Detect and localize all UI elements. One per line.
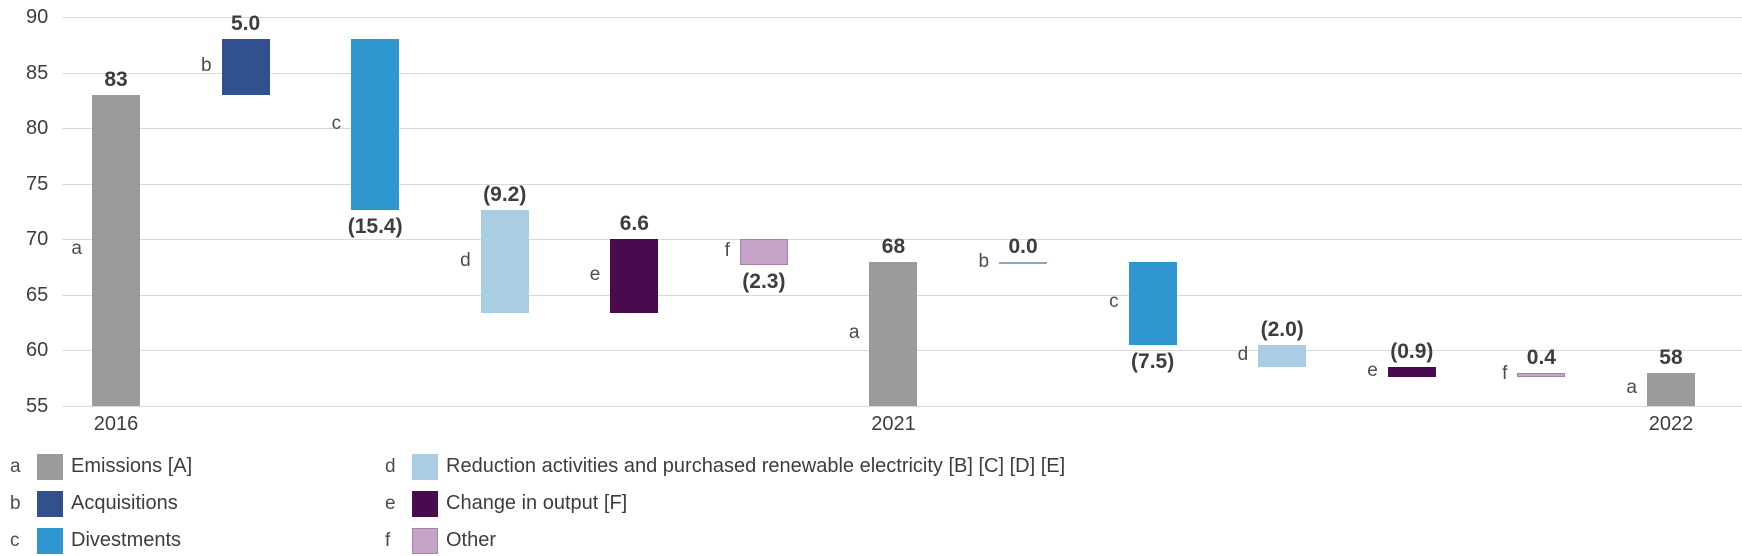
legend-key-letter: e (385, 492, 396, 514)
bar-key-letter: c (1109, 291, 1119, 313)
waterfall-bar-f-12 (1517, 372, 1566, 378)
legend-item-f: f Other (385, 522, 1065, 556)
bar-key-letter: b (978, 250, 990, 272)
waterfall-bar-d-10 (1258, 344, 1307, 368)
legend-swatch-c (37, 527, 63, 554)
gridline-80 (62, 128, 1742, 130)
gridline-85 (62, 72, 1742, 74)
bar-key-letter: a (848, 321, 860, 343)
legend-swatch-d (412, 453, 438, 480)
bar-key-letter: c (331, 112, 342, 134)
bar-value-label: (9.2) (483, 183, 527, 207)
legend-swatch-f (412, 527, 438, 554)
bar-key-letter: d (1237, 343, 1249, 365)
waterfall-bar-b-8 (999, 261, 1048, 264)
bar-value-label: (2.0) (1260, 317, 1304, 341)
legend-item-a: a Emissions [A] (10, 448, 192, 485)
legend-label: Divestments (71, 529, 182, 551)
legend-column-2: d Reduction activities and purchased rene… (385, 448, 1065, 556)
legend-label: Change in output [F] (446, 492, 628, 514)
bar-value-label: 0.4 (1526, 345, 1556, 369)
bar-key-letter: d (460, 249, 471, 271)
legend-label: Acquisitions (71, 492, 178, 514)
legend-swatch-a (37, 453, 63, 480)
bar-key-letter: a (71, 238, 82, 260)
bar-value-label: 83 (104, 67, 128, 91)
legend-key-letter: b (10, 492, 21, 514)
gridline-75 (62, 183, 1742, 185)
waterfall-bar-f-6 (739, 239, 788, 265)
waterfall-bar-b-2 (221, 39, 270, 95)
legend-key-letter: d (385, 455, 396, 477)
legend-item-b: b Acquisitions (10, 485, 192, 522)
bar-value-label: 58 (1659, 345, 1683, 369)
waterfall-bar-e-5 (610, 239, 659, 313)
legend-item-d: d Reduction activities and purchased rene… (385, 448, 1065, 485)
bar-value-label: (7.5) (1131, 349, 1175, 373)
y-axis-label-90: 90 (26, 6, 49, 28)
x-axis-label-2016: 2016 (93, 413, 139, 435)
legend-label: Reduction activities and purchased renew… (446, 455, 1066, 477)
legend-key-letter: f (385, 529, 391, 551)
gridline-55 (62, 406, 1742, 407)
legend-item-c: c Divestments (10, 522, 192, 556)
legend-item-e: e Change in output [F] (385, 485, 1065, 522)
y-axis-label-70: 70 (26, 228, 49, 251)
waterfall-bar-a-1 (92, 94, 140, 406)
bar-key-letter: b (201, 55, 212, 76)
waterfall-bar-e-11 (1387, 367, 1436, 378)
waterfall-bar-a-7 (869, 261, 918, 406)
waterfall-bar-c-9 (1128, 261, 1177, 345)
bar-key-letter: f (724, 240, 730, 262)
bar-value-label: (15.4) (347, 215, 403, 239)
bar-key-letter: a (1626, 377, 1637, 399)
bar-key-letter: f (1502, 362, 1508, 384)
legend-key-letter: c (10, 529, 20, 551)
bar-key-letter: e (1367, 360, 1378, 382)
bar-value-label: 6.6 (619, 212, 649, 236)
waterfall-bar-a-13 (1646, 372, 1695, 406)
bar-value-label: 68 (881, 234, 906, 258)
y-axis-label-80: 80 (26, 117, 49, 140)
legend-label: Other (446, 529, 497, 551)
legend-key-letter: a (10, 455, 21, 477)
legend-swatch-e (412, 490, 438, 517)
bar-value-label: (2.3) (742, 269, 786, 293)
y-axis-label-55: 55 (26, 395, 49, 417)
waterfall-bar-c-3 (351, 39, 400, 211)
gridline-70 (62, 239, 1742, 241)
bar-value-label: 0.0 (1008, 234, 1038, 258)
y-axis-label-60: 60 (26, 339, 49, 362)
y-axis-label-65: 65 (26, 283, 49, 306)
y-axis-label-85: 85 (26, 61, 49, 84)
x-axis-label-2021: 2021 (871, 413, 916, 435)
bar-key-letter: e (589, 263, 601, 285)
waterfall-bar-d-4 (480, 210, 529, 313)
bar-value-label: 5.0 (230, 12, 261, 36)
legend-swatch-b (37, 490, 63, 517)
legend-label: Emissions [A] (71, 455, 193, 477)
x-axis-label-2022: 2022 (1648, 413, 1694, 435)
legend-column-1: a Emissions [A] b Acquisitions c Divestments (10, 448, 192, 556)
y-axis-label-75: 75 (26, 172, 49, 195)
gridline-90 (62, 17, 1742, 18)
bar-value-label: (0.9) (1390, 340, 1434, 364)
